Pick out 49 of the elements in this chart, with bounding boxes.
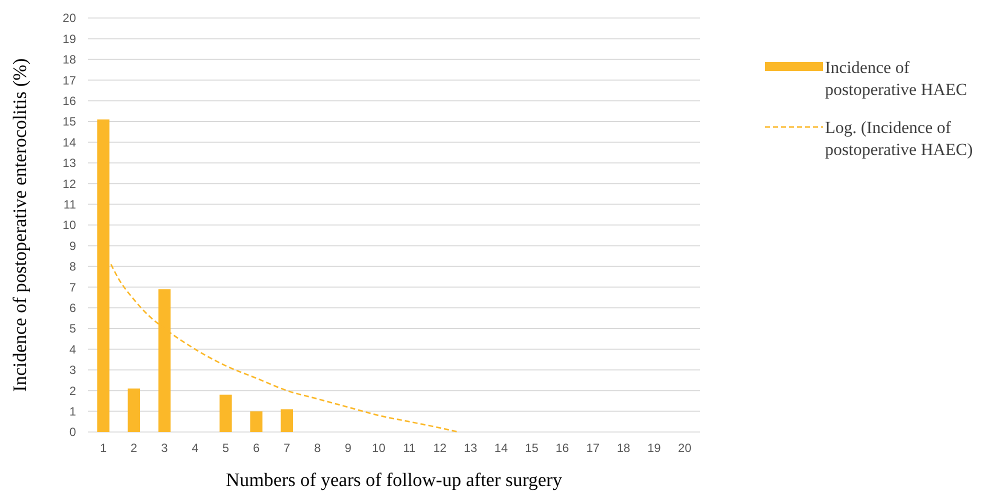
x-tick-label: 16: [556, 441, 570, 455]
y-tick-label: 2: [69, 384, 76, 398]
y-tick-label: 9: [69, 238, 76, 253]
y-tick-label: 17: [62, 73, 76, 88]
bar: [280, 409, 294, 432]
x-tick-label: 10: [372, 441, 386, 455]
x-tick-label: 4: [192, 441, 199, 455]
x-tick-label: 11: [403, 441, 416, 455]
x-tick-label: 19: [647, 441, 662, 455]
y-tick-label: 10: [62, 218, 76, 232]
y-tick-label: 6: [69, 301, 76, 315]
y-tick-label: 19: [62, 32, 76, 46]
y-tick-label: 5: [69, 322, 76, 336]
y-tick-label: 14: [62, 135, 76, 150]
bar: [128, 388, 140, 432]
bar: [250, 411, 262, 432]
x-tick-label: 15: [525, 441, 539, 455]
x-tick-label: 9: [344, 441, 352, 455]
legend-label: Log. (Incidence of postoperative HAEC): [825, 118, 973, 159]
y-tick-label: 11: [64, 198, 76, 212]
x-tick-label: 5: [222, 441, 230, 455]
y-tick-label: 12: [62, 176, 76, 191]
x-tick-label: 13: [464, 441, 478, 455]
y-tick-label: 16: [62, 94, 76, 108]
legend-label: Incidence of postoperative HAEC: [825, 58, 968, 99]
y-tick-label: 1: [69, 404, 76, 418]
y-tick-label: 8: [69, 260, 76, 274]
x-tick-label: 7: [284, 441, 291, 455]
y-tick-label: 0: [69, 425, 76, 440]
x-tick-label: 12: [433, 441, 447, 455]
x-tick-label: 14: [494, 441, 508, 455]
x-tick-label: 3: [161, 441, 168, 455]
y-tick-label: 7: [69, 280, 76, 294]
y-axis-title: Incidence of postoperative enterocolitis (%): [10, 58, 31, 392]
y-tick-label: 20: [62, 11, 76, 26]
x-tick-label: 2: [130, 441, 138, 455]
y-tick-label: 4: [69, 342, 76, 356]
x-axis-title: Numbers of years of follow-up after surgery: [226, 470, 563, 491]
x-tick-label: 8: [314, 441, 322, 455]
x-tick-label: 18: [616, 441, 630, 455]
x-tick-label: 1: [100, 441, 107, 455]
x-tick-label: 20: [678, 441, 692, 455]
y-tick-label: 15: [62, 114, 76, 129]
x-tick-label: 6: [252, 441, 260, 455]
y-tick-label: 18: [62, 52, 76, 67]
x-tick-label: 17: [586, 441, 600, 455]
y-tick-label: 3: [69, 363, 76, 378]
bar: [220, 394, 232, 432]
y-tick-label: 13: [62, 156, 76, 170]
